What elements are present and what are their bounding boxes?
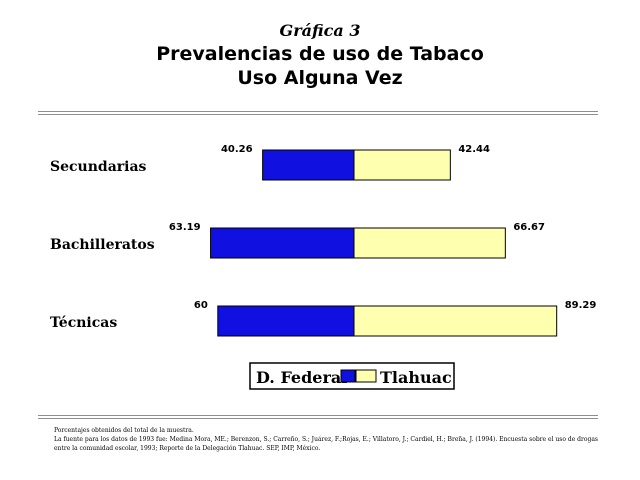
- bar-dfederal: [210, 227, 355, 259]
- bar-tlahuac: [353, 305, 558, 337]
- bar-tlahuac: [353, 227, 506, 259]
- bottom-divider-1: [38, 415, 598, 416]
- data-label-dfederal: 63.19: [169, 222, 201, 233]
- bar-dfederal: [262, 149, 355, 181]
- chart-title-block: Gráfica 3 Prevalencias de uso de Tabaco …: [0, 20, 640, 90]
- data-label-tlahuac: 66.67: [513, 222, 545, 233]
- data-label-tlahuac: 42.44: [458, 144, 490, 155]
- top-divider-1: [38, 111, 598, 112]
- category-label: Técnicas: [50, 315, 117, 331]
- note-line-1: Porcentajes obtenidos del total de la mu…: [54, 427, 194, 434]
- bottom-divider-2: [38, 418, 598, 419]
- legend-swatch-dfederal: [340, 369, 356, 383]
- bar-tlahuac: [353, 149, 451, 181]
- data-label-dfederal: 60: [194, 300, 208, 311]
- legend-swatch-tlahuac: [355, 369, 377, 383]
- source-notes: Porcentajes obtenidos del total de la mu…: [54, 426, 614, 453]
- category-label: Secundarias: [50, 159, 147, 175]
- legend-label-dfederal: D. Federal: [256, 368, 347, 387]
- data-label-dfederal: 40.26: [221, 144, 253, 155]
- chart-title-line2: Prevalencias de uso de Tabaco: [156, 43, 484, 65]
- note-line-2: La fuente para los datos de 1993 fue: Me…: [54, 436, 598, 452]
- chart-title-line3: Uso Alguna Vez: [237, 67, 403, 89]
- chart-title-line1: Gráfica 3: [279, 21, 361, 40]
- top-divider-2: [38, 114, 598, 115]
- data-label-tlahuac: 89.29: [565, 300, 597, 311]
- legend-label-tlahuac: Tlahuac: [380, 368, 452, 387]
- category-label: Bachilleratos: [50, 237, 155, 253]
- bar-dfederal: [217, 305, 355, 337]
